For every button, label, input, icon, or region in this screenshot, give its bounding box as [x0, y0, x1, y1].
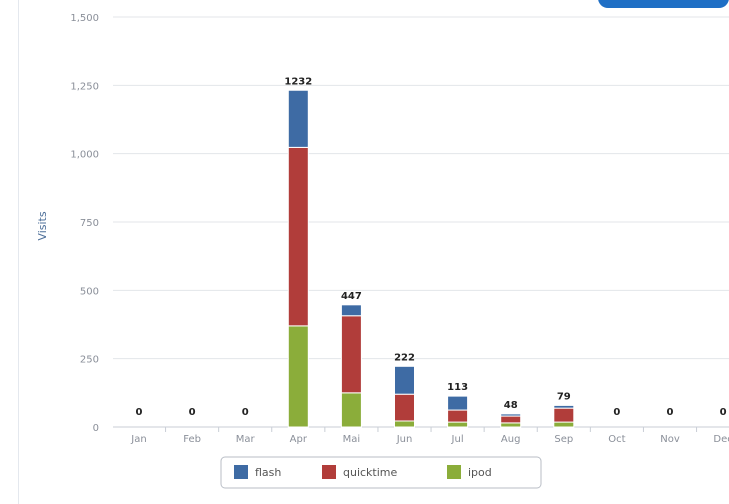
data-label: 0 — [613, 407, 620, 418]
bar-segment-ipod[interactable] — [287, 325, 309, 428]
bar-segment-quicktime[interactable] — [500, 415, 522, 424]
corner-tab[interactable] — [598, 0, 729, 8]
bar-segment-ipod[interactable] — [340, 392, 362, 428]
data-label: 79 — [557, 391, 571, 402]
data-label: 0 — [136, 407, 143, 418]
x-tick-label: Sep — [554, 434, 573, 445]
bar-segment-ipod[interactable] — [447, 421, 469, 428]
legend-swatch-flash — [234, 465, 248, 479]
x-tick-label: Mar — [236, 434, 256, 445]
x-tick-label: Jul — [451, 434, 464, 445]
bar-segment-flash[interactable] — [287, 89, 309, 148]
bar-segment-flash[interactable] — [447, 395, 469, 411]
x-tick-label: Mai — [343, 434, 361, 445]
x-tick-label: Aug — [501, 434, 521, 445]
y-tick-label: 1,500 — [70, 13, 99, 24]
x-tick-label: Nov — [660, 434, 680, 445]
bar-segment-ipod[interactable] — [500, 422, 522, 428]
legend-swatch-quicktime — [322, 465, 336, 479]
y-axis-ticks: 0 250 500 750 1,000 1,250 1,500 — [70, 13, 99, 434]
data-label: 1232 — [284, 76, 312, 87]
bar-segment-quicktime[interactable] — [447, 409, 469, 423]
bar-segment-ipod[interactable] — [394, 420, 415, 428]
data-label: 222 — [394, 352, 415, 363]
data-label: 447 — [341, 291, 362, 302]
bar-segment-quicktime[interactable] — [340, 315, 362, 394]
data-labels: 0 0 0 1232 447 222 113 48 79 0 0 0 — [136, 76, 727, 418]
data-label: 48 — [504, 400, 518, 411]
bars — [287, 89, 575, 428]
y-tick-label: 1,000 — [70, 150, 99, 161]
data-label: 0 — [667, 407, 674, 418]
data-label: 0 — [189, 407, 196, 418]
y-axis-title: Visits — [36, 211, 49, 240]
x-tick-label: Oct — [608, 434, 625, 445]
bar-segment-flash[interactable] — [553, 404, 575, 409]
legend-label-flash[interactable]: flash — [255, 466, 281, 479]
bar-segment-flash[interactable] — [500, 413, 522, 417]
y-tick-label: 500 — [80, 286, 99, 297]
y-tick-label: 250 — [80, 355, 99, 366]
legend: flash quicktime ipod — [220, 456, 542, 489]
data-label: 113 — [447, 382, 468, 393]
bar-segment-quicktime[interactable] — [394, 393, 415, 422]
x-tick-label: Dec — [713, 434, 729, 445]
y-tick-label: 1,250 — [70, 81, 99, 92]
y-tick-label: 750 — [80, 218, 99, 229]
bar-segment-flash[interactable] — [340, 304, 362, 317]
x-tick-label: Apr — [290, 434, 308, 445]
x-tick-label: Jun — [396, 434, 413, 445]
x-axis-ticks: Jan Feb Mar Apr Mai Jun Jul Aug Sep Oct Nov Dec — [130, 427, 729, 445]
legend-label-quicktime[interactable]: quicktime — [343, 466, 398, 479]
data-label: 0 — [720, 407, 727, 418]
data-label: 0 — [242, 407, 249, 418]
legend-swatch-ipod — [447, 465, 461, 479]
legend-label-ipod[interactable]: ipod — [468, 466, 492, 479]
panel-left-border — [18, 0, 19, 504]
y-tick-label: 0 — [93, 423, 99, 434]
x-tick-label: Jan — [130, 434, 146, 445]
grid — [113, 16, 729, 428]
x-tick-label: Feb — [183, 434, 201, 445]
bar-segment-flash[interactable] — [394, 365, 415, 395]
legend-box — [220, 456, 542, 489]
bar-segment-quicktime[interactable] — [553, 407, 575, 423]
bar-segment-quicktime[interactable] — [287, 146, 309, 327]
bar-segment-ipod[interactable] — [553, 421, 575, 428]
